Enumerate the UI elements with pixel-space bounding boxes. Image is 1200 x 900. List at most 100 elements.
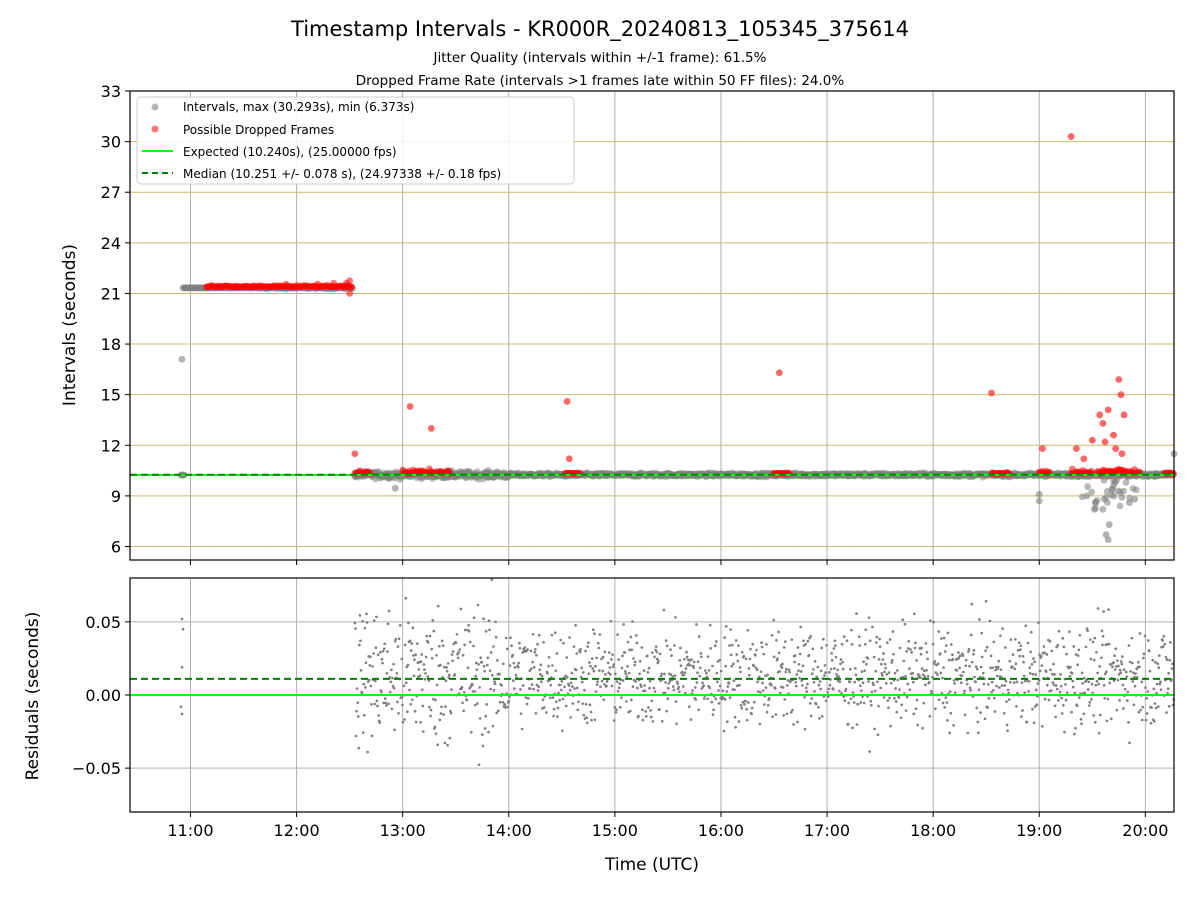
residual-point	[853, 680, 857, 684]
residual-point	[717, 702, 721, 705]
residual-point	[565, 656, 569, 659]
residual-point	[972, 648, 976, 652]
residual-point	[1143, 634, 1147, 638]
residual-point	[371, 664, 374, 668]
residual-point	[1022, 660, 1025, 664]
residual-point	[531, 632, 535, 636]
residual-point	[785, 712, 789, 716]
residual-point	[561, 697, 565, 701]
intervals-y-tick-label: 21	[101, 284, 121, 303]
residual-point	[980, 655, 984, 659]
residual-point	[431, 619, 435, 622]
residual-point	[461, 701, 464, 705]
residual-point	[355, 709, 358, 713]
residual-point	[487, 619, 491, 623]
intervals-y-tick-label: 24	[101, 234, 121, 253]
residual-point	[568, 636, 571, 639]
residual-point	[818, 716, 821, 720]
residual-point	[625, 700, 628, 703]
residual-point	[905, 695, 909, 699]
residual-point	[756, 680, 760, 684]
residual-point	[445, 666, 448, 669]
residual-point	[651, 720, 655, 723]
residual-point	[411, 626, 415, 630]
residual-point	[1163, 642, 1167, 646]
intervals-y-tick-label: 33	[101, 82, 121, 101]
residual-point	[931, 675, 934, 679]
residual-point	[393, 728, 396, 732]
residual-point	[429, 714, 432, 718]
dropped-frame-point	[1099, 419, 1107, 427]
residual-point	[1035, 703, 1039, 707]
residual-point	[734, 639, 738, 642]
interval-point	[1078, 493, 1086, 501]
dropped-frame-point	[563, 398, 571, 405]
residual-point	[728, 644, 731, 647]
residual-point	[951, 653, 954, 657]
interval-point	[1103, 487, 1111, 495]
residual-point	[1015, 680, 1019, 684]
residual-point	[625, 675, 629, 679]
interval-point	[1118, 493, 1126, 501]
residual-point	[934, 671, 938, 675]
residual-point	[1140, 680, 1144, 684]
residual-point	[1041, 724, 1044, 728]
residual-point	[472, 644, 475, 648]
residual-point	[846, 722, 850, 726]
residual-point	[629, 635, 633, 639]
residuals-y-tick-label: 0.00	[85, 686, 121, 705]
legend-box	[136, 96, 575, 185]
residual-point	[695, 681, 699, 684]
residual-point	[559, 638, 563, 642]
residual-point	[478, 717, 482, 720]
residual-point	[883, 662, 887, 666]
residual-point	[623, 670, 627, 673]
residual-point	[753, 700, 756, 704]
residual-point	[1146, 639, 1150, 642]
residual-point	[583, 688, 586, 692]
residual-point	[1026, 641, 1030, 645]
residual-point	[764, 686, 768, 689]
residual-point	[943, 650, 947, 653]
residual-point	[1095, 650, 1098, 654]
residual-point	[613, 672, 617, 676]
residual-point	[745, 707, 748, 711]
residual-point	[739, 670, 742, 674]
residual-point	[368, 664, 372, 667]
residual-point	[534, 711, 538, 715]
residual-point	[1087, 680, 1091, 684]
residual-point	[732, 662, 735, 666]
residual-point	[576, 708, 580, 712]
residual-point	[1139, 708, 1142, 712]
residual-point	[698, 674, 702, 678]
x-tick-label: 19:00	[1016, 821, 1062, 840]
residual-point	[1065, 652, 1068, 656]
residual-point	[989, 654, 993, 658]
residual-point	[595, 683, 599, 687]
residual-point	[1076, 654, 1080, 657]
residual-point	[473, 690, 476, 693]
residual-point	[421, 730, 425, 733]
residual-point	[403, 643, 407, 647]
residual-point	[1138, 665, 1141, 669]
residual-point	[984, 649, 987, 653]
residual-point	[644, 710, 648, 713]
residual-point	[737, 720, 741, 723]
residual-point	[964, 664, 968, 668]
residual-point	[1156, 705, 1160, 708]
residual-point	[428, 634, 432, 638]
residual-point	[396, 700, 399, 704]
residual-point	[717, 689, 720, 692]
residual-point	[520, 727, 524, 731]
residual-point	[916, 723, 920, 727]
residual-point	[948, 690, 952, 693]
residual-point	[1043, 651, 1046, 655]
residual-point	[1098, 665, 1102, 668]
dropped-frame-point	[1088, 468, 1095, 475]
dropped-frame-point	[282, 280, 290, 288]
residual-point	[1054, 684, 1058, 687]
residual-point	[1157, 654, 1161, 657]
residual-point	[671, 675, 675, 679]
residual-point	[646, 671, 650, 674]
residual-point	[493, 680, 496, 683]
